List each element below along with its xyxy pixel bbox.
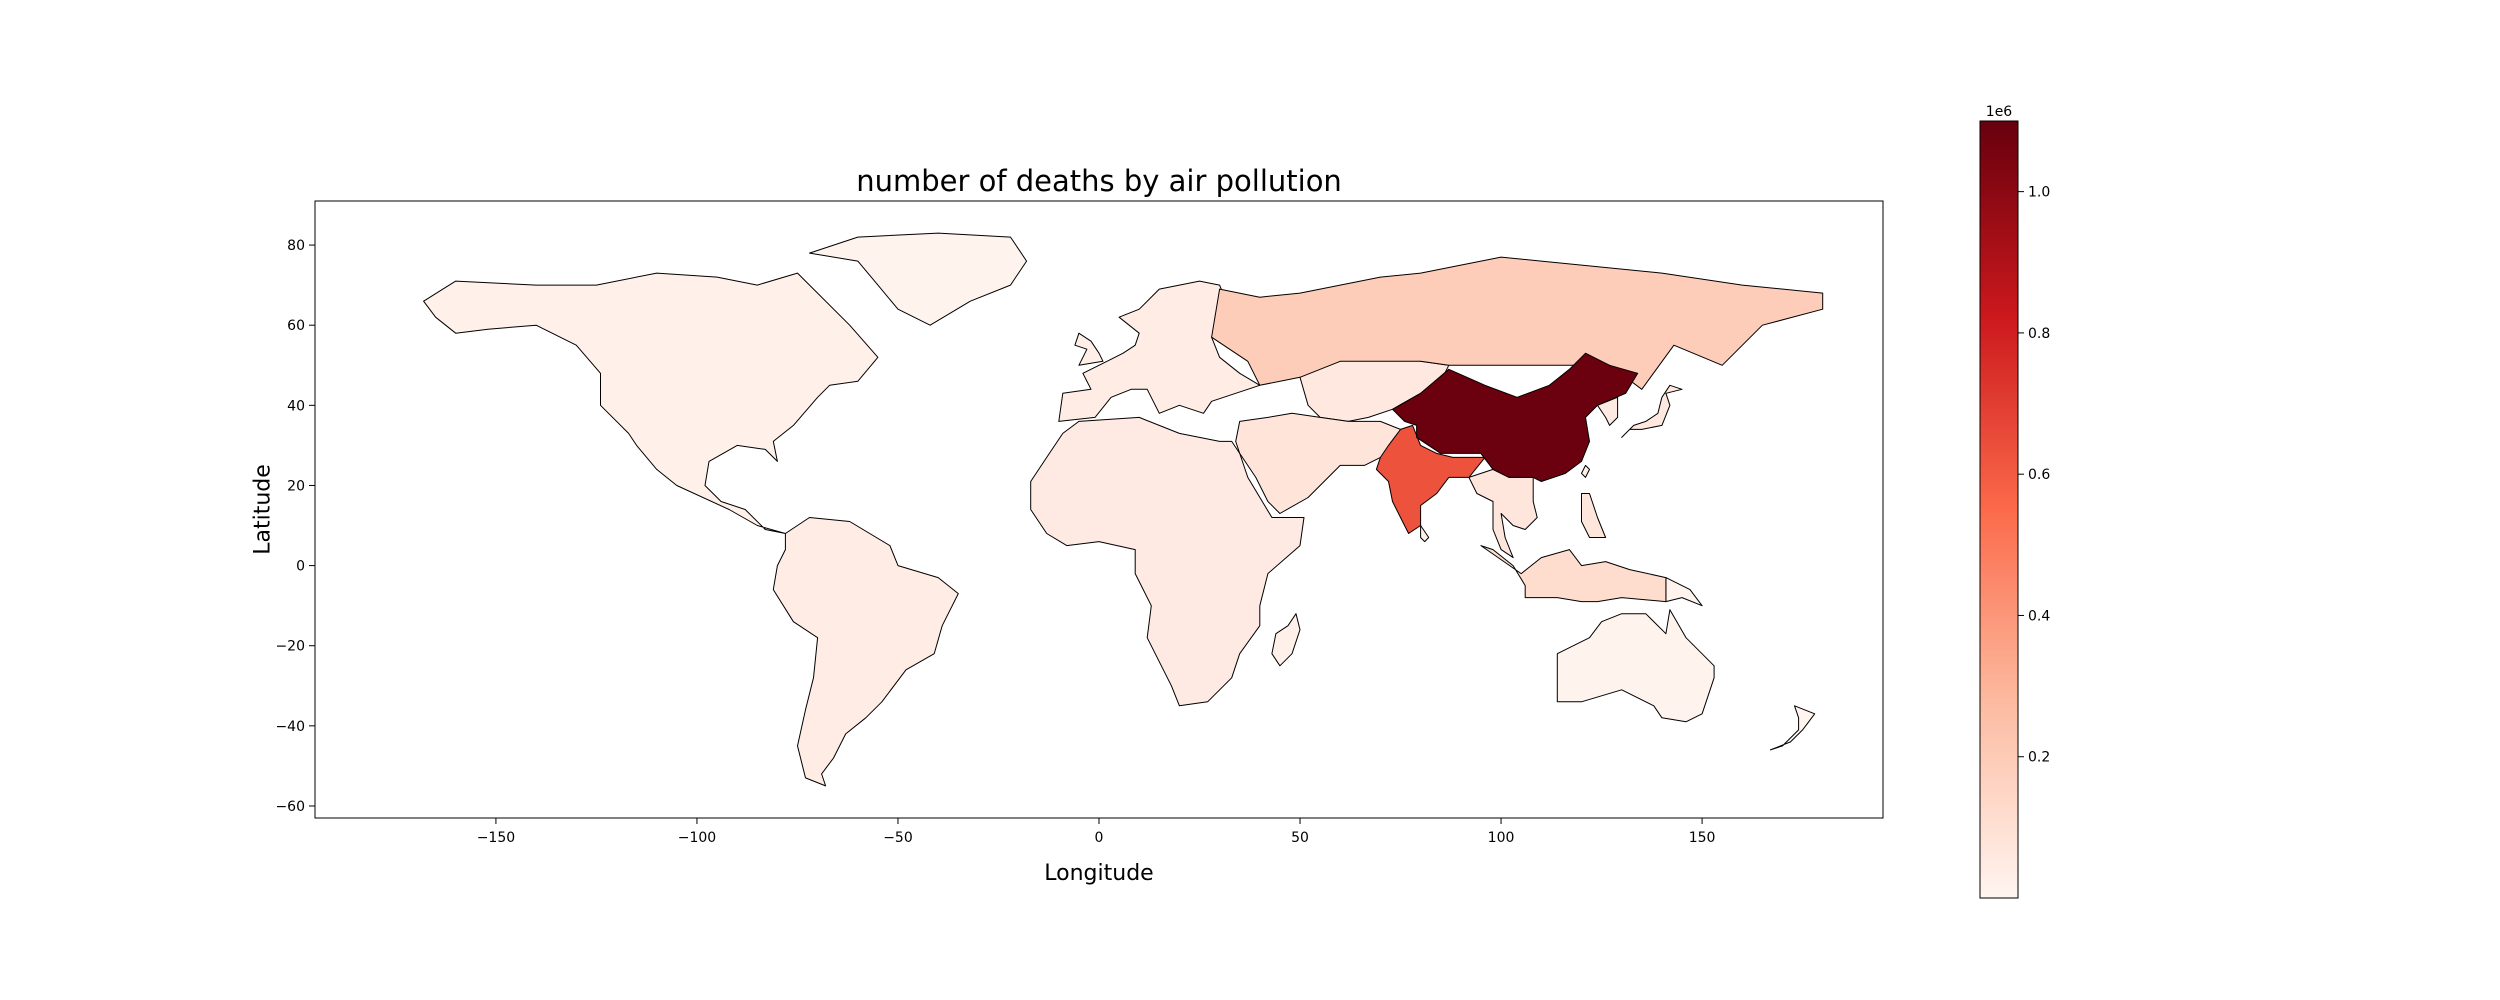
x-tick-label: −100 (678, 830, 716, 846)
x-tick-label: −150 (477, 830, 515, 846)
region-japan (1621, 384, 1683, 438)
x-tick-label: 100 (1488, 830, 1515, 846)
region-australia (1556, 609, 1715, 723)
colorbar-tick-label: 0.8 (2028, 326, 2050, 342)
colorbar-gradient (1979, 120, 2019, 899)
region-india (1375, 424, 1486, 534)
region-south-america (772, 517, 959, 787)
x-axis-ticks: −150 −100 −50 0 50 100 150 (477, 818, 1716, 846)
y-axis-ticks: −60 −40 −20 0 20 40 60 80 (275, 238, 315, 815)
y-tick-label: 40 (287, 398, 305, 414)
region-new-zealand (1769, 705, 1816, 751)
y-tick-label: −40 (275, 719, 305, 735)
region-russia (1211, 256, 1824, 390)
y-tick-label: 0 (296, 559, 305, 575)
region-philippines (1581, 493, 1607, 538)
region-china (1392, 352, 1639, 482)
colorbar-ticks: 0.2 0.4 0.6 0.8 1.0 (2018, 185, 2050, 766)
region-sri-lanka (1420, 525, 1430, 543)
x-tick-label: 0 (1095, 830, 1104, 846)
colorbar-tick-label: 0.4 (2028, 608, 2050, 624)
x-tick-label: −50 (883, 830, 913, 846)
region-taiwan (1581, 464, 1590, 478)
colorbar: 0.2 0.4 0.6 0.8 1.0 1e6 (1979, 104, 2050, 899)
colorbar-tick-label: 0.2 (2028, 750, 2050, 766)
y-tick-label: −20 (275, 639, 305, 655)
y-tick-label: 80 (287, 238, 305, 254)
colorbar-tick-label: 0.6 (2028, 467, 2050, 483)
y-tick-label: 20 (287, 478, 305, 494)
region-middle-east (1235, 412, 1401, 514)
country-layer (423, 232, 1824, 787)
region-africa (1030, 416, 1305, 707)
y-tick-label: 60 (287, 318, 305, 334)
x-tick-label: 50 (1291, 830, 1309, 846)
y-tick-label: −60 (275, 799, 305, 815)
chart-title: number of deaths by air pollution (856, 164, 1342, 198)
y-axis-label: Latitude (251, 464, 276, 555)
x-tick-label: 150 (1689, 830, 1716, 846)
x-axis-label: Longitude (1044, 861, 1153, 886)
colorbar-tick-label: 1.0 (2028, 185, 2050, 201)
plot-area (314, 200, 1884, 819)
region-united-kingdom (1074, 332, 1104, 366)
region-greenland (809, 232, 1028, 326)
region-north-america (423, 272, 879, 534)
region-madagascar (1271, 613, 1301, 667)
colorbar-offset-text: 1e6 (1986, 104, 2013, 120)
region-indonesia (1480, 545, 1667, 603)
